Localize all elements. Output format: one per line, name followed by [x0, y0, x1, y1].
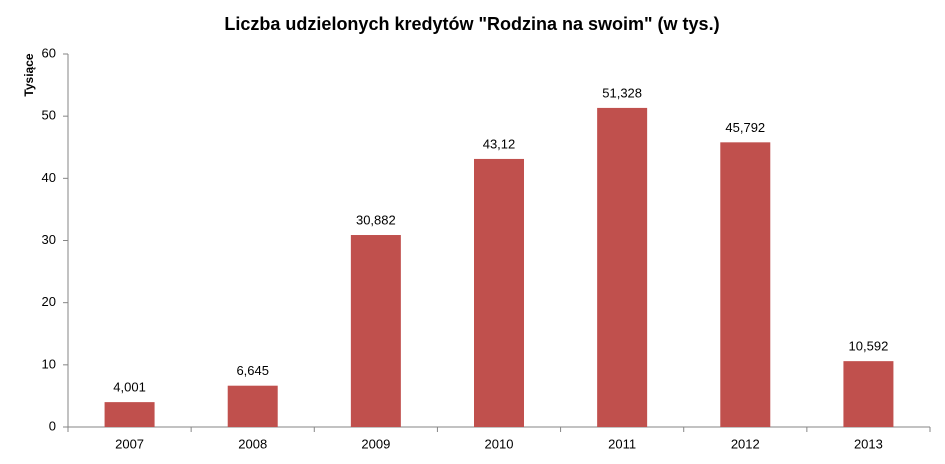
x-tick-label: 2011 — [608, 436, 636, 451]
y-tick-label: 50 — [42, 108, 56, 123]
x-tick-label: 2013 — [854, 436, 883, 451]
y-tick-label: 60 — [42, 45, 56, 60]
x-tick-label: 2007 — [115, 436, 144, 451]
y-tick-label: 10 — [42, 356, 56, 371]
bar — [843, 361, 894, 427]
x-tick-label: 2008 — [238, 436, 267, 451]
bar — [350, 235, 401, 427]
bar — [104, 402, 155, 427]
bar — [720, 142, 771, 427]
y-tick-label: 40 — [42, 170, 56, 185]
x-tick-label: 2009 — [361, 436, 390, 451]
value-label: 45,792 — [725, 120, 765, 135]
value-label: 4,001 — [113, 380, 146, 395]
x-tick-label: 2010 — [485, 436, 514, 451]
value-label: 51,328 — [602, 85, 642, 100]
y-tick-label: 0 — [49, 418, 56, 433]
value-label: 43,12 — [483, 136, 516, 151]
bar — [227, 385, 278, 427]
value-label: 30,882 — [356, 212, 396, 227]
y-tick-label: 30 — [42, 232, 56, 247]
bar — [474, 158, 524, 428]
value-label: 6,645 — [236, 363, 269, 378]
y-tick-label: 20 — [42, 294, 56, 309]
value-label: 10,592 — [849, 339, 889, 354]
chart-title: Liczba udzielonych kredytów "Rodzina na … — [224, 14, 719, 34]
x-tick-label: 2012 — [731, 436, 760, 451]
y-axis-label: Tysiące — [22, 53, 36, 96]
bar — [597, 107, 648, 427]
